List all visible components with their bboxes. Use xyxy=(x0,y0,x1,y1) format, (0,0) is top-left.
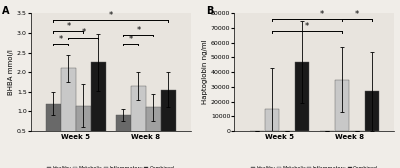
Bar xyxy=(335,79,349,131)
Text: B: B xyxy=(206,6,213,16)
Text: *: * xyxy=(109,11,113,20)
Text: *: * xyxy=(355,10,359,19)
Bar xyxy=(131,86,146,151)
Bar xyxy=(76,106,90,151)
Bar xyxy=(116,115,130,151)
Text: *: * xyxy=(305,22,309,31)
Text: *: * xyxy=(66,22,70,31)
Bar xyxy=(295,62,309,131)
Legend: Healthy, Metabolic, Inflammatory, Combined: Healthy, Metabolic, Inflammatory, Combin… xyxy=(249,164,380,168)
Text: *: * xyxy=(136,26,140,34)
Bar xyxy=(365,91,379,131)
Text: *: * xyxy=(129,35,133,44)
Text: *: * xyxy=(320,10,324,19)
Bar xyxy=(146,108,160,151)
Text: A: A xyxy=(2,6,10,16)
Bar xyxy=(161,90,176,151)
Y-axis label: BHBA mmol/l: BHBA mmol/l xyxy=(8,49,14,95)
Bar xyxy=(46,103,60,151)
Bar xyxy=(91,62,106,151)
Bar xyxy=(61,68,76,151)
Bar xyxy=(265,109,279,131)
Text: *: * xyxy=(81,28,86,37)
Legend: Healthy, Metabolic, Inflammatory, Combined: Healthy, Metabolic, Inflammatory, Combin… xyxy=(45,164,176,168)
Text: *: * xyxy=(59,35,63,44)
Y-axis label: Haptoglobin ng/ml: Haptoglobin ng/ml xyxy=(202,40,208,104)
